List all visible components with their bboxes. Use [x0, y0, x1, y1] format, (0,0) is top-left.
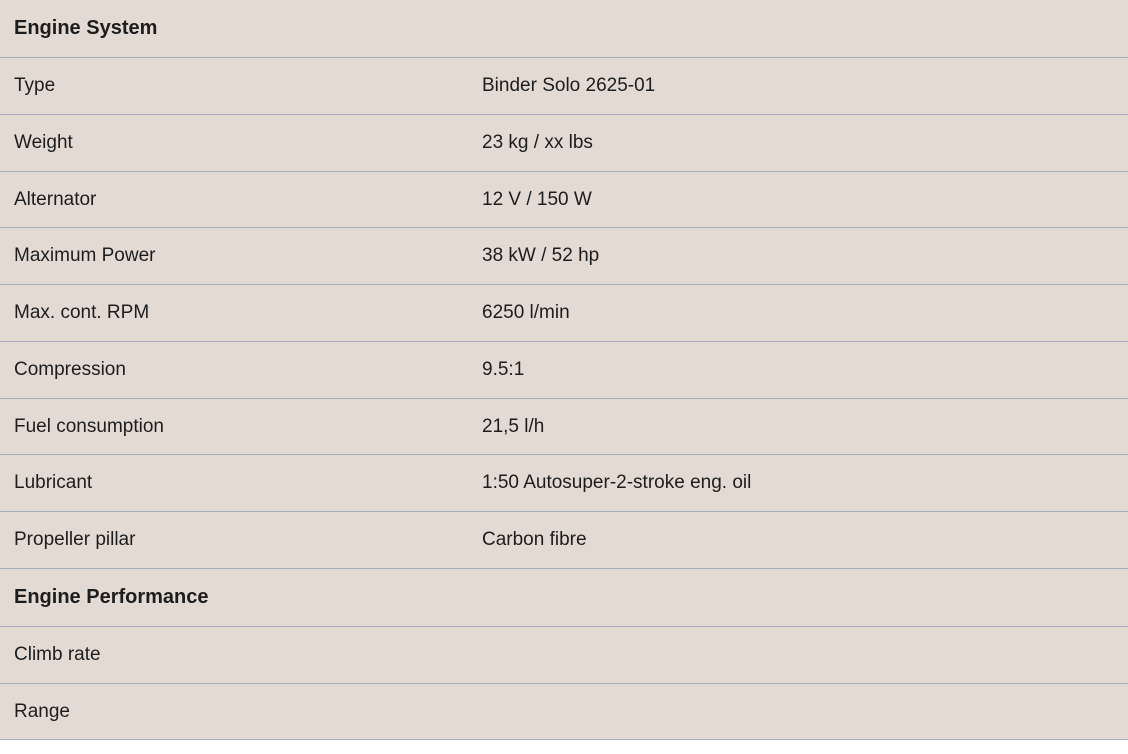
spec-label: Compression — [0, 341, 468, 398]
section-header-row: Engine System — [0, 0, 1128, 58]
specifications-table-body: Engine System Type Binder Solo 2625-01 W… — [0, 0, 1128, 740]
spec-row: Maximum Power 38 kW / 52 hp — [0, 228, 1128, 285]
spec-value: Carbon fibre — [468, 512, 1128, 569]
spec-row: Compression 9.5:1 — [0, 341, 1128, 398]
spec-row: Fuel consumption 21,5 l/h — [0, 398, 1128, 455]
spec-label: Lubricant — [0, 455, 468, 512]
spec-value: 9.5:1 — [468, 341, 1128, 398]
spec-label: Fuel consumption — [0, 398, 468, 455]
spec-value: Binder Solo 2625-01 — [468, 58, 1128, 115]
spec-label: Type — [0, 58, 468, 115]
spec-label: Max. cont. RPM — [0, 285, 468, 342]
section-header-row: Engine Performance — [0, 568, 1128, 626]
spec-value — [468, 683, 1128, 740]
spec-label: Alternator — [0, 171, 468, 228]
spec-row: Climb rate — [0, 626, 1128, 683]
spec-value: 23 kg / xx lbs — [468, 114, 1128, 171]
spec-row: Max. cont. RPM 6250 l/min — [0, 285, 1128, 342]
spec-row: Propeller pillar Carbon fibre — [0, 512, 1128, 569]
spec-row: Lubricant 1:50 Autosuper-2-stroke eng. o… — [0, 455, 1128, 512]
spec-label: Climb rate — [0, 626, 468, 683]
spec-value: 38 kW / 52 hp — [468, 228, 1128, 285]
spec-value: 12 V / 150 W — [468, 171, 1128, 228]
spec-row: Type Binder Solo 2625-01 — [0, 58, 1128, 115]
spec-value — [468, 626, 1128, 683]
section-heading: Engine Performance — [0, 568, 1128, 626]
spec-value: 6250 l/min — [468, 285, 1128, 342]
section-heading: Engine System — [0, 0, 1128, 58]
spec-label: Maximum Power — [0, 228, 468, 285]
spec-value: 1:50 Autosuper-2-stroke eng. oil — [468, 455, 1128, 512]
spec-value: 21,5 l/h — [468, 398, 1128, 455]
spec-row: Alternator 12 V / 150 W — [0, 171, 1128, 228]
spec-row: Weight 23 kg / xx lbs — [0, 114, 1128, 171]
spec-label: Range — [0, 683, 468, 740]
specifications-table: Engine System Type Binder Solo 2625-01 W… — [0, 0, 1128, 740]
spec-label: Propeller pillar — [0, 512, 468, 569]
spec-label: Weight — [0, 114, 468, 171]
spec-row: Range — [0, 683, 1128, 740]
